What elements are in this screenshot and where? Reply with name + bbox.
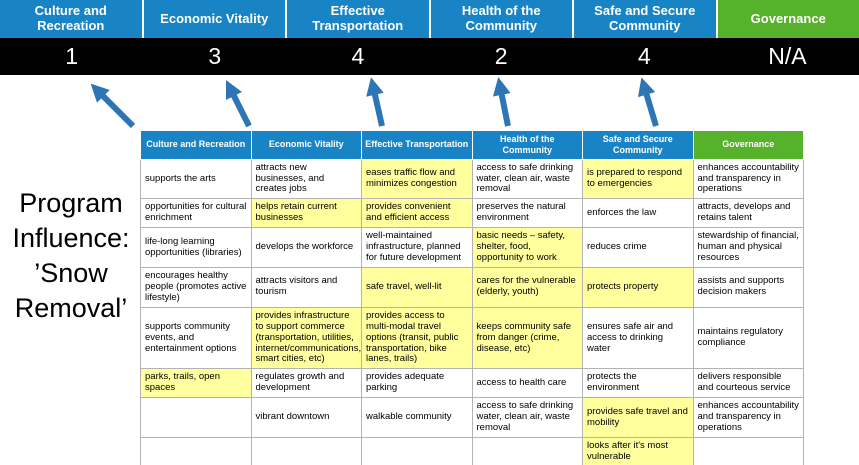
pillar-header-5: Governance [717,0,859,38]
table-cell [140,397,252,438]
table-cell: provides access to multi-modal travel op… [361,306,473,370]
table-row: encourages healthy people (promotes acti… [140,266,804,308]
table-cell: safe travel, well-lit [361,266,473,308]
page-title: Program Influence: ’Snow Removal’ [12,188,130,324]
score-value-2: 4 [351,43,365,69]
table-cell: regulates growth and development [250,368,362,399]
table-cell [471,436,583,465]
table-cell: enhances accountability and transparency… [692,397,804,438]
pillar-header-2: Effective Transportation [287,0,429,38]
score-value-1: 3 [208,43,222,69]
arrow-up-icon-economic [225,79,252,128]
score-value-4: 4 [637,43,651,69]
table-cell: eases traffic flow and minimizes congest… [361,158,473,200]
table-cell: attracts new businesses, and creates job… [250,158,362,200]
table-cell: provides infrastructure to support comme… [250,306,362,370]
pillar-header-0: Culture and Recreation [0,0,142,38]
table-cell [140,436,252,465]
table-row: vibrant downtown walkable community access… [140,397,804,438]
table-row: looks after it's most vulnerable [140,436,804,465]
table-cell: protects property [582,266,694,308]
table-cell: enforces the law [582,198,694,229]
pillar-header-row: Culture and Recreation Economic Vitality E… [0,0,859,38]
table-cell: is prepared to respond to emergencies [582,158,694,200]
score-value-3: 2 [494,43,508,69]
table-cell [692,436,804,465]
influence-table: Culture and Recreation Economic Vitality E… [140,130,804,465]
score-value-5: N/A [768,43,807,69]
table-cell: cares for the vulnerable (elderly, youth… [471,266,583,308]
table-cell: provides safe travel and mobility [582,397,694,438]
table-row: opportunities for cultural enrichment hel… [140,198,804,229]
pillar-header-1: Economic Vitality [143,0,285,38]
table-cell: supports community events, and entertain… [140,306,252,370]
table-cell: stewardship of financial, human and phys… [692,227,804,268]
table-head: Culture and Recreation Economic Vitality E… [140,130,804,160]
table-cell: looks after it's most vulnerable [582,436,694,465]
table-cell: develops the workforce [250,227,362,268]
table-row: life-long learning opportunities (librar… [140,227,804,268]
table-cell: attracts visitors and tourism [250,266,362,308]
table-cell [361,436,473,465]
table-cell: walkable community [361,397,473,438]
table-cell: keeps community safe from danger (crime,… [471,306,583,370]
table-header-cell-0: Culture and Recreation [140,130,252,160]
table-cell: provides convenient and efficient access [361,198,473,229]
table-cell: provides adequate parking [361,368,473,399]
table-cell: well-maintained infrastructure, planned … [361,227,473,268]
table-cell: attracts, develops and retains talent [692,198,804,229]
table-cell: encourages healthy people (promotes acti… [140,266,252,308]
table-cell: enhances accountability and transparency… [692,158,804,200]
table-cell [250,436,362,465]
score-row: 1 3 4 2 4 N/A [0,38,859,75]
table-cell: access to safe drinking water, clean air… [471,158,583,200]
table-cell: life-long learning opportunities (librar… [140,227,252,268]
table-cell: assists and supports decision makers [692,266,804,308]
table-row: supports community events, and entertain… [140,306,804,370]
pillar-header-3: Health of the Community [430,0,572,38]
table-cell: basic needs – safety, shelter, food, opp… [471,227,583,268]
arrow-up-icon-culture [90,83,136,129]
score-value-0: 1 [65,43,78,69]
arrow-up-icon-health [492,77,511,127]
table-cell: access to safe drinking water, clean air… [471,397,583,438]
table-header-row: Culture and Recreation Economic Vitality E… [140,130,804,160]
table-cell: protects the environment [582,368,694,399]
table-row: parks, trails, open spaces regulates grow… [140,368,804,399]
table-header-cell-3: Health of the Community [471,130,583,160]
pillar-header-4: Safe and Secure Community [574,0,716,38]
table-cell: ensures safe air and access to drinking … [582,306,694,370]
table-body: supports the arts attracts new businesses… [140,158,804,465]
arrow-up-icon-transportation [366,77,385,127]
table-cell: helps retain current businesses [250,198,362,229]
table-row: supports the arts attracts new businesses… [140,158,804,200]
table-header-cell-1: Economic Vitality [250,130,362,160]
table-cell: delivers responsible and courteous servi… [692,368,804,399]
table-cell: reduces crime [582,227,694,268]
table-cell: preserves the natural environment [471,198,583,229]
table-cell: vibrant downtown [250,397,362,438]
arrows-layer [90,77,659,129]
arrow-up-icon-safe [637,77,659,127]
table-header-cell-5: Governance [692,130,804,160]
table-header-cell-2: Effective Transportation [361,130,473,160]
table-cell: parks, trails, open spaces [140,368,252,399]
table-cell: opportunities for cultural enrichment [140,198,252,229]
table-cell: maintains regulatory compliance [692,306,804,370]
table-cell: access to health care [471,368,583,399]
table-header-cell-4: Safe and Secure Community [582,130,694,160]
table-cell: supports the arts [140,158,252,200]
